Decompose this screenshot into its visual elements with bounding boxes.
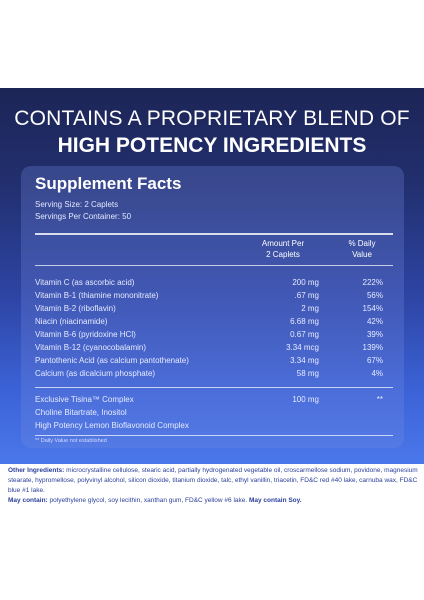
nutrient-amount: 58 mg	[296, 369, 319, 378]
nutrient-name: Vitamin B-6 (pyridoxine HCl)	[35, 330, 136, 339]
soy-warning: May contain Soy.	[247, 497, 302, 504]
nutrient-row: Vitamin C (as ascorbic acid) 200 mg 222%	[35, 278, 393, 290]
nutrient-row: Calcium (as dicalcium phosphate) 58 mg 4…	[35, 369, 393, 381]
nutrient-row: Vitamin B-2 (riboflavin) 2 mg 154%	[35, 304, 393, 316]
nutrient-name: Vitamin B-2 (riboflavin)	[35, 304, 116, 313]
other-ingredients-text: microcrystalline cellulose, stearic acid…	[8, 467, 418, 494]
nutrient-row: Vitamin B-6 (pyridoxine HCl) 0.67 mg 39%	[35, 330, 393, 342]
nutrient-dv: 42%	[366, 317, 383, 326]
nutrient-name: Vitamin B-12 (cyanocobalamin)	[35, 343, 147, 352]
nutrient-dv: 56%	[366, 291, 383, 300]
nutrient-amount: 0.67 mg	[290, 330, 319, 339]
nutrient-name: Calcium (as dicalcium phosphate)	[35, 369, 156, 378]
blend-dv: **	[376, 395, 383, 404]
blend-name: Exclusive Tisina™ Complex	[35, 395, 134, 404]
panel-title: Supplement Facts	[35, 174, 182, 193]
other-ingredients: Other Ingredients: microcrystalline cell…	[8, 466, 418, 506]
blend-amount: 100 mg	[292, 395, 319, 404]
supplement-facts-panel: Supplement Facts Serving Size: 2 Caplets…	[21, 166, 404, 448]
nutrient-amount: 6.68 mg	[290, 317, 319, 326]
blend-row: Exclusive Tisina™ Complex 100 mg **	[35, 395, 393, 407]
dv-header-line-2: Value	[352, 250, 372, 259]
nutrient-dv: 67%	[366, 356, 383, 365]
divider	[35, 233, 393, 235]
nutrient-name: Vitamin B-1 (thiamine mononitrate)	[35, 291, 159, 300]
blend-name: High Potency Lemon Bioflavonoid Complex	[35, 421, 189, 430]
nutrient-name: Vitamin C (as ascorbic acid)	[35, 278, 135, 287]
dv-column-header: % Daily Value	[333, 238, 391, 260]
amount-column-header: Amount Per 2 Caplets	[243, 238, 323, 260]
may-contain-label: May contain:	[8, 497, 48, 504]
servings-per-container: Servings Per Container: 50	[35, 212, 132, 221]
nutrient-row: Niacin (niacinamide) 6.68 mg 42%	[35, 317, 393, 329]
nutrient-amount: .67 mg	[294, 291, 319, 300]
nutrient-dv: 4%	[371, 369, 383, 378]
blend-row: Choline Bitartrate, Inositol	[35, 408, 393, 420]
amount-header-line-1: Amount Per	[261, 239, 305, 248]
nutrient-name: Pantothenic Acid (as calcium pantothenat…	[35, 356, 189, 365]
nutrient-amount: 3.34 mg	[290, 356, 319, 365]
hero-background	[0, 88, 424, 464]
dv-header-line-1: % Daily	[348, 239, 376, 248]
nutrient-row: Vitamin B-1 (thiamine mononitrate) .67 m…	[35, 291, 393, 303]
may-contain-text: polyethylene glycol, soy lecithin, xanth…	[47, 497, 248, 504]
nutrient-amount: 3.34 mcg	[286, 343, 319, 352]
blend-name: Choline Bitartrate, Inositol	[35, 408, 127, 417]
nutrient-amount: 200 mg	[292, 278, 319, 287]
nutrient-row: Vitamin B-12 (cyanocobalamin) 3.34 mcg 1…	[35, 343, 393, 355]
nutrient-dv: 154%	[362, 304, 383, 313]
headline: CONTAINS A PROPRIETARY BLEND OF HIGH POT…	[0, 106, 424, 160]
footnote: ** Daily Value not established	[35, 438, 107, 444]
other-ingredients-label: Other Ingredients:	[8, 467, 65, 474]
nutrient-dv: 139%	[362, 343, 383, 352]
divider	[35, 435, 393, 436]
nutrient-name: Niacin (niacinamide)	[35, 317, 108, 326]
headline-line-1: CONTAINS A PROPRIETARY BLEND OF	[14, 107, 410, 130]
nutrient-dv: 39%	[366, 330, 383, 339]
divider	[35, 387, 393, 388]
blend-row: High Potency Lemon Bioflavonoid Complex	[35, 421, 393, 433]
top-margin	[0, 0, 424, 88]
amount-header-line-2: 2 Caplets	[266, 250, 300, 259]
divider	[35, 265, 393, 266]
nutrient-amount: 2 mg	[301, 304, 319, 313]
serving-size: Serving Size: 2 Caplets	[35, 200, 119, 209]
headline-line-2: HIGH POTENCY INGREDIENTS	[57, 134, 367, 157]
nutrient-row: Pantothenic Acid (as calcium pantothenat…	[35, 356, 393, 368]
nutrient-dv: 222%	[362, 278, 383, 287]
